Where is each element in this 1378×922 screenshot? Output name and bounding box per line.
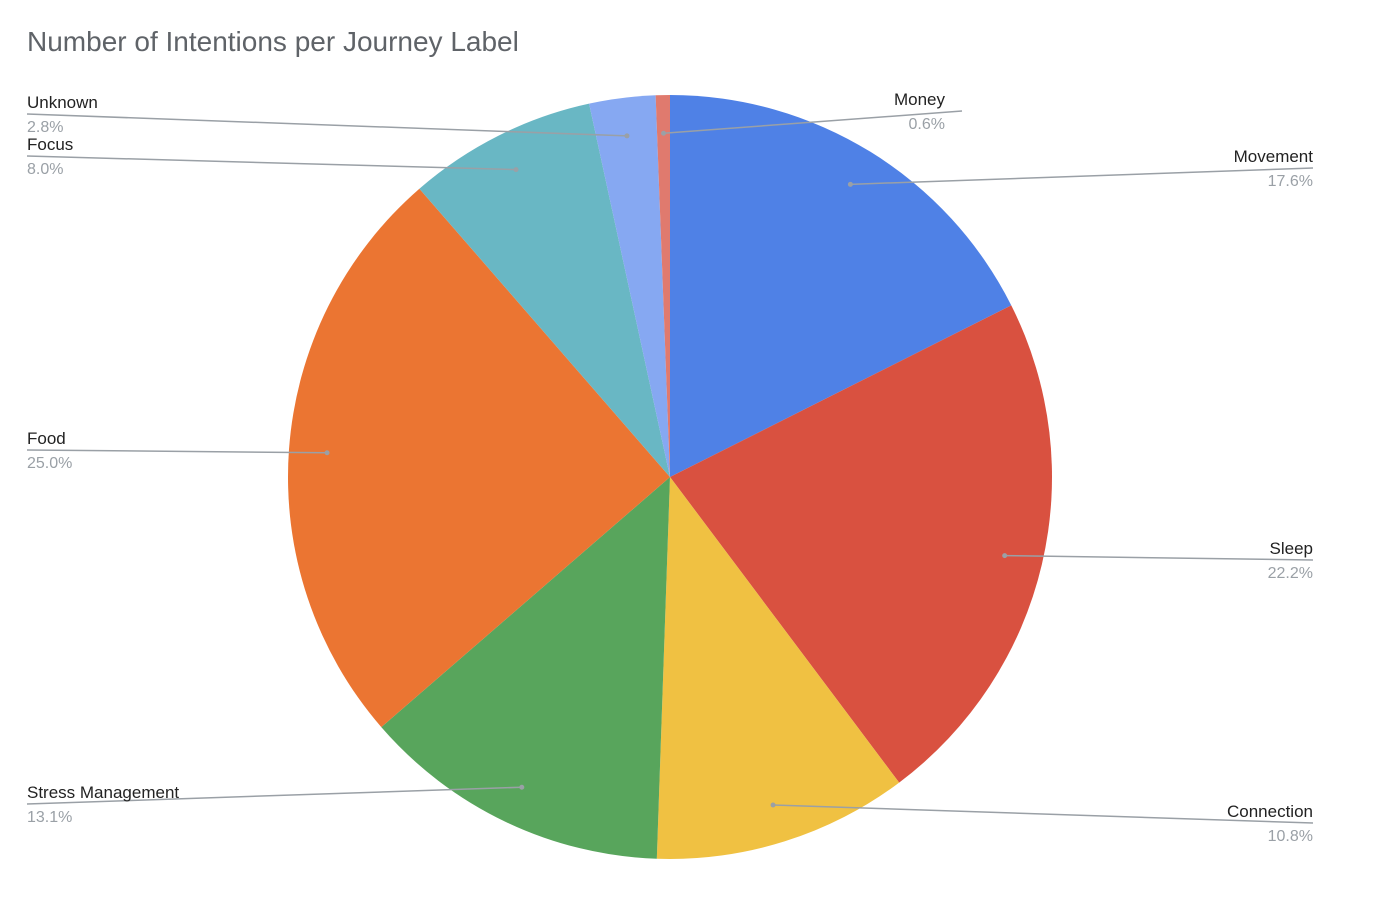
- leader-dot-unknown: [624, 133, 629, 138]
- percent-focus: 8.0%: [27, 161, 63, 178]
- label-food: Food: [27, 429, 66, 448]
- label-money: Money: [894, 90, 946, 109]
- leader-dot-money: [661, 131, 666, 136]
- pie-slices: [288, 95, 1052, 859]
- label-stress-management: Stress Management: [27, 783, 179, 802]
- leader-dot-connection: [771, 802, 776, 807]
- percent-connection: 10.8%: [1268, 828, 1313, 845]
- percent-unknown: 2.8%: [27, 119, 63, 136]
- label-sleep: Sleep: [1270, 539, 1313, 558]
- leader-line-sleep: [1005, 556, 1313, 560]
- leader-dot-focus: [513, 167, 518, 172]
- leader-line-focus: [27, 156, 516, 170]
- leader-dot-movement: [848, 182, 853, 187]
- percent-movement: 17.6%: [1268, 173, 1313, 190]
- leader-line-food: [27, 450, 327, 453]
- leader-line-movement: [850, 168, 1313, 184]
- percent-food: 25.0%: [27, 455, 72, 472]
- leader-dot-food: [325, 450, 330, 455]
- percent-sleep: 22.2%: [1268, 565, 1313, 582]
- label-focus: Focus: [27, 135, 73, 154]
- percent-stress-management: 13.1%: [27, 809, 72, 826]
- leader-dot-stress-management: [519, 785, 524, 790]
- label-unknown: Unknown: [27, 93, 98, 112]
- label-movement: Movement: [1234, 147, 1314, 166]
- leader-dot-sleep: [1002, 553, 1007, 558]
- label-connection: Connection: [1227, 802, 1313, 821]
- percent-money: 0.6%: [909, 116, 945, 133]
